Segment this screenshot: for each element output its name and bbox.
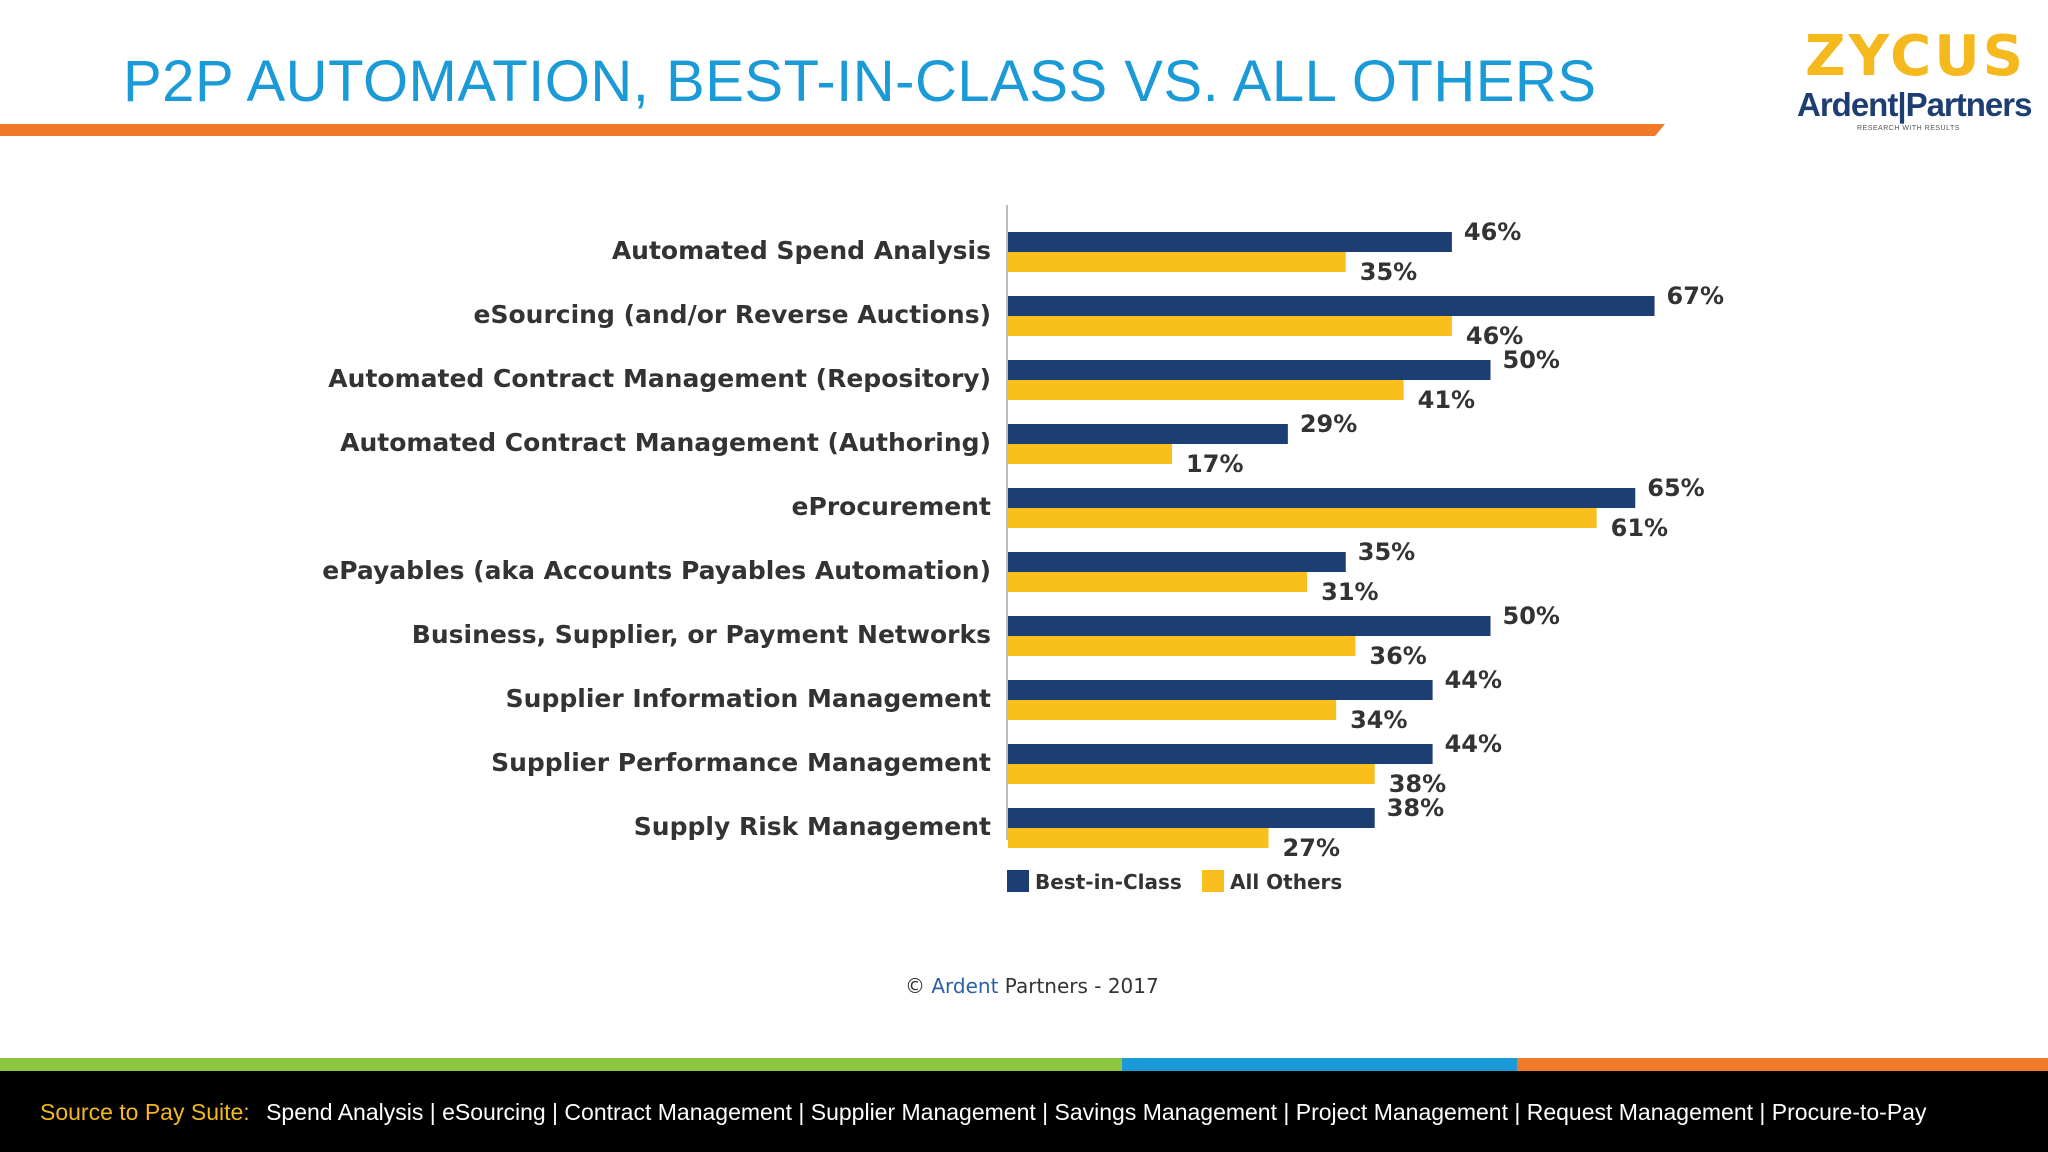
category-label: eProcurement — [792, 492, 991, 521]
category-label: Automated Contract Management (Repositor… — [328, 364, 991, 393]
data-label: 17% — [1186, 450, 1243, 478]
data-label: 38% — [1387, 794, 1444, 822]
bar-best-in-class — [1008, 296, 1655, 316]
bar-best-in-class — [1008, 744, 1433, 764]
data-label: 29% — [1300, 410, 1357, 438]
page-title: P2P AUTOMATION, BEST-IN-CLASS VS. ALL OT… — [123, 49, 1597, 114]
footer: Source to Pay Suite: Spend Analysis | eS… — [0, 1071, 2048, 1152]
data-label: 38% — [1389, 770, 1446, 798]
logo-tagline: RESEARCH WITH RESULTS — [1857, 125, 1960, 132]
bar-best-in-class — [1008, 552, 1346, 572]
ardent-partners-logo-text: Ardent|Partners — [1797, 86, 2032, 123]
category-label: eSourcing (and/or Reverse Auctions) — [474, 300, 991, 329]
copyright-rest: Partners - 2017 — [1004, 974, 1159, 998]
category-label: Business, Supplier, or Payment Networks — [412, 620, 991, 649]
footer-color-bands — [0, 1058, 2048, 1071]
band-blue — [1122, 1058, 1517, 1071]
zycus-logo-text: ZYCUS — [1805, 24, 2027, 89]
bar-all-others — [1008, 764, 1375, 784]
data-label: 44% — [1445, 666, 1502, 694]
legend-swatch-all-others — [1202, 870, 1224, 892]
bar-all-others — [1008, 380, 1404, 400]
bar-all-others — [1008, 572, 1308, 592]
bar-best-in-class — [1008, 424, 1288, 444]
title-underline — [0, 124, 1665, 136]
legend-label: Best-in-Class — [1035, 870, 1182, 894]
copyright: © Ardent Partners - 2017 — [905, 974, 1159, 998]
category-label: Supply Risk Management — [634, 812, 991, 841]
data-label: 50% — [1503, 602, 1560, 630]
footer-items: Spend Analysis | eSourcing | Contract Ma… — [266, 1099, 1927, 1125]
copyright-symbol: © — [905, 974, 925, 998]
data-label: 67% — [1667, 282, 1724, 310]
data-label: 46% — [1466, 322, 1523, 350]
footer-lead: Source to Pay Suite: — [40, 1099, 250, 1125]
bar-chart: Automated Spend Analysis 46% 35% eSourcing … — [322, 205, 1724, 894]
category-label: Supplier Performance Management — [491, 748, 991, 777]
data-label: 46% — [1464, 218, 1521, 246]
legend-label: All Others — [1230, 870, 1342, 894]
bar-best-in-class — [1008, 808, 1375, 828]
data-label: 44% — [1445, 730, 1502, 758]
legend-swatch-best-in-class — [1007, 870, 1029, 892]
bar-best-in-class — [1008, 616, 1491, 636]
band-green — [0, 1058, 1122, 1071]
category-label: ePayables (aka Accounts Payables Automat… — [322, 556, 991, 585]
bar-all-others — [1008, 316, 1452, 336]
bar-all-others — [1008, 636, 1356, 656]
data-label: 35% — [1358, 538, 1415, 566]
bar-all-others — [1008, 444, 1173, 464]
data-label: 65% — [1647, 474, 1704, 502]
bar-all-others — [1008, 252, 1346, 272]
data-label: 35% — [1360, 258, 1417, 286]
data-label: 36% — [1369, 642, 1426, 670]
logo: ZYCUS Ardent|Partners RESEARCH WITH RESU… — [1795, 24, 2032, 154]
bar-best-in-class — [1008, 232, 1452, 252]
data-label: 41% — [1418, 386, 1475, 414]
bar-best-in-class — [1008, 360, 1491, 380]
bar-all-others — [1008, 700, 1337, 720]
bar-all-others — [1008, 508, 1597, 528]
data-label: 61% — [1611, 514, 1668, 542]
bar-best-in-class — [1008, 680, 1433, 700]
category-label: Supplier Information Management — [506, 684, 991, 713]
category-label: Automated Spend Analysis — [612, 236, 991, 265]
bar-best-in-class — [1008, 488, 1636, 508]
data-label: 27% — [1283, 834, 1340, 862]
data-label: 34% — [1350, 706, 1407, 734]
bar-all-others — [1008, 828, 1269, 848]
copyright-brand: Ardent — [931, 974, 999, 998]
band-orange — [1517, 1058, 2048, 1071]
category-label: Automated Contract Management (Authoring… — [340, 428, 991, 457]
data-label: 31% — [1321, 578, 1378, 606]
data-label: 50% — [1503, 346, 1560, 374]
